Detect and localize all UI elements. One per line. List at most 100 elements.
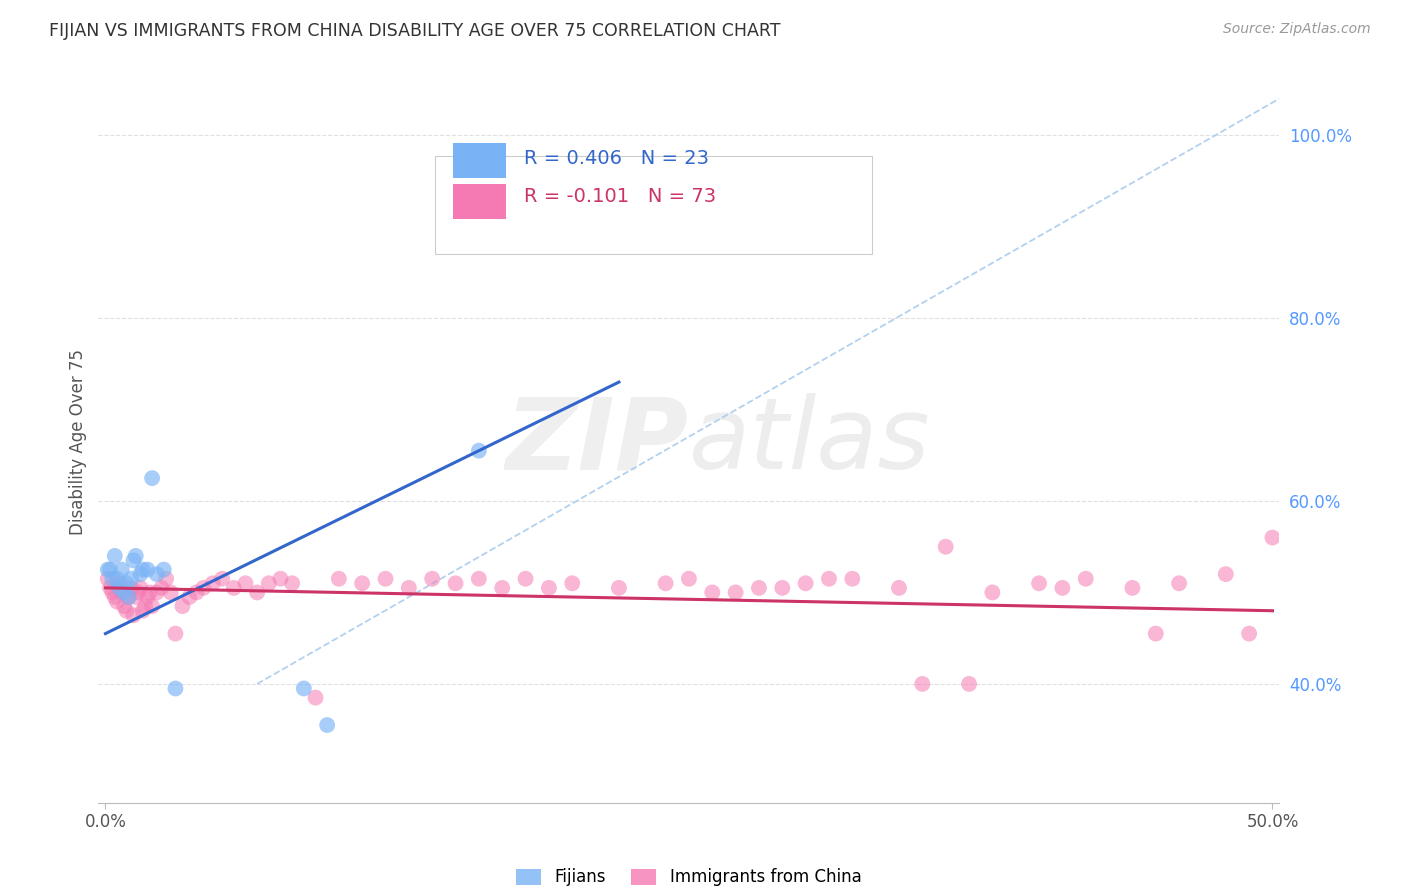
Point — [193, 581, 215, 595]
Point — [179, 590, 201, 604]
Point — [1215, 567, 1237, 582]
Point — [257, 576, 280, 591]
Point — [129, 567, 152, 582]
Point — [141, 599, 163, 614]
Point — [887, 581, 910, 595]
Text: ZIP: ZIP — [506, 393, 689, 490]
Point — [374, 572, 396, 586]
Point — [146, 567, 169, 582]
Point — [104, 549, 127, 563]
Point — [748, 581, 770, 595]
Point — [1121, 581, 1143, 595]
Point — [105, 572, 128, 586]
Text: R = 0.406   N = 23: R = 0.406 N = 23 — [523, 149, 709, 168]
Point — [1168, 576, 1191, 591]
Point — [1074, 572, 1097, 586]
Point — [702, 585, 724, 599]
Point — [398, 581, 420, 595]
Point — [108, 581, 131, 595]
Point — [316, 718, 339, 732]
Point — [98, 563, 121, 577]
Point — [235, 576, 257, 591]
Point — [246, 585, 269, 599]
Point — [561, 576, 583, 591]
Point — [1144, 626, 1167, 640]
Point — [724, 585, 747, 599]
FancyBboxPatch shape — [453, 143, 506, 178]
Point — [165, 681, 187, 696]
Point — [139, 585, 162, 599]
Point — [155, 572, 177, 586]
Point — [129, 581, 152, 595]
Point — [304, 690, 326, 705]
Point — [981, 585, 1004, 599]
Point — [120, 572, 142, 586]
Point — [111, 585, 134, 599]
Point — [172, 599, 194, 614]
Point — [935, 540, 957, 554]
Point — [150, 581, 173, 595]
Point — [146, 585, 169, 599]
Point — [515, 572, 537, 586]
Point — [328, 572, 350, 586]
Point — [1028, 576, 1050, 591]
Text: R = -0.101   N = 73: R = -0.101 N = 73 — [523, 187, 716, 206]
Point — [770, 581, 793, 595]
Point — [101, 585, 124, 599]
Point — [134, 599, 156, 614]
Point — [97, 563, 120, 577]
Point — [678, 572, 700, 586]
Point — [152, 563, 174, 577]
Point — [468, 443, 491, 458]
Point — [132, 563, 155, 577]
Point — [104, 590, 127, 604]
Point — [115, 604, 138, 618]
Point — [201, 576, 224, 591]
Point — [122, 553, 145, 567]
Point — [1237, 626, 1260, 640]
Point — [537, 581, 560, 595]
Point — [118, 590, 141, 604]
Point — [97, 572, 120, 586]
Point — [794, 576, 817, 591]
Point — [654, 576, 676, 591]
Point — [122, 608, 145, 623]
Point — [186, 585, 208, 599]
Point — [1052, 581, 1074, 595]
FancyBboxPatch shape — [434, 156, 872, 253]
Point — [468, 572, 491, 586]
Point — [841, 572, 863, 586]
Text: atlas: atlas — [689, 393, 931, 490]
Point — [111, 563, 134, 577]
Point — [607, 581, 630, 595]
Point — [352, 576, 374, 591]
Point — [491, 581, 513, 595]
Point — [269, 572, 291, 586]
Point — [159, 585, 181, 599]
Point — [211, 572, 233, 586]
Point — [136, 563, 159, 577]
Point — [957, 677, 980, 691]
Point — [1261, 531, 1284, 545]
Point — [125, 549, 148, 563]
Point — [136, 590, 159, 604]
Y-axis label: Disability Age Over 75: Disability Age Over 75 — [69, 349, 87, 534]
Point — [112, 585, 135, 599]
Point — [101, 572, 124, 586]
Point — [132, 604, 155, 618]
Point — [818, 572, 841, 586]
Point — [444, 576, 467, 591]
Point — [911, 677, 934, 691]
Point — [105, 594, 128, 608]
Text: FIJIAN VS IMMIGRANTS FROM CHINA DISABILITY AGE OVER 75 CORRELATION CHART: FIJIAN VS IMMIGRANTS FROM CHINA DISABILI… — [49, 22, 780, 40]
Point — [127, 585, 149, 599]
Point — [118, 590, 141, 604]
Point — [141, 471, 163, 485]
FancyBboxPatch shape — [453, 185, 506, 219]
Point — [222, 581, 245, 595]
Point — [292, 681, 315, 696]
Point — [98, 581, 121, 595]
Point — [112, 599, 135, 614]
Point — [281, 576, 304, 591]
Point — [125, 590, 148, 604]
